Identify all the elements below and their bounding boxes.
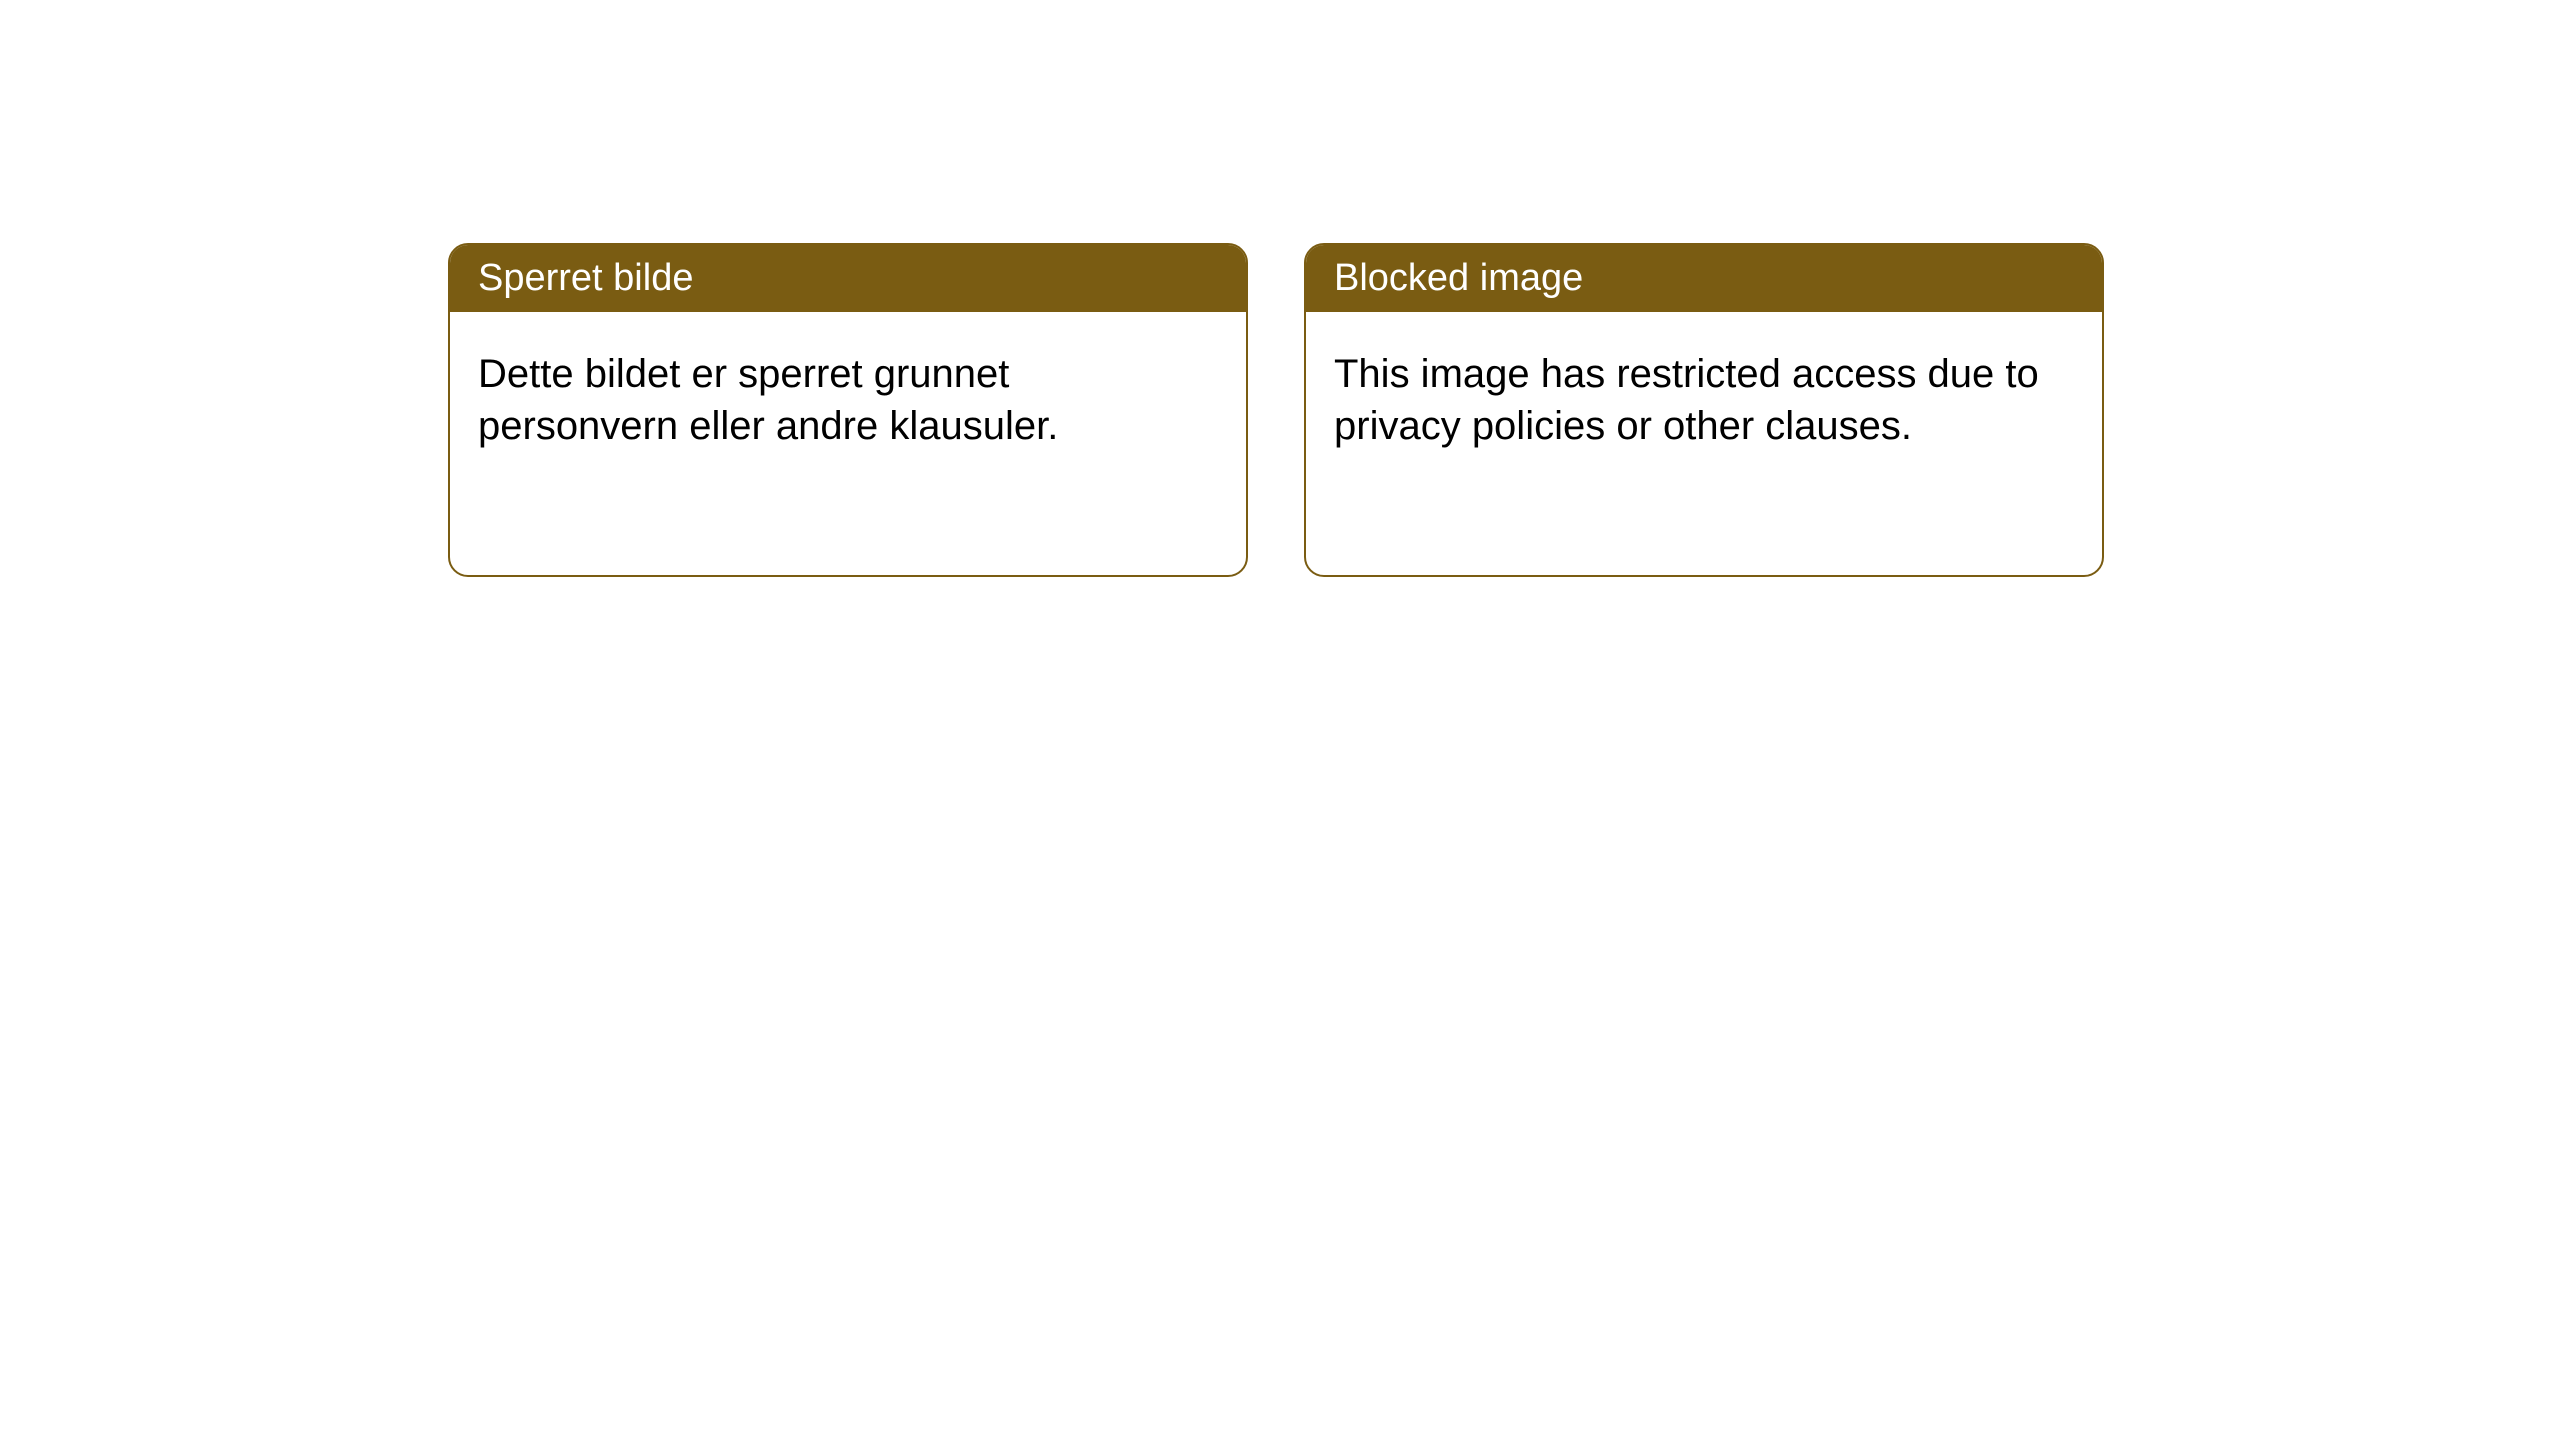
cards-container: Sperret bilde Dette bildet er sperret gr… bbox=[0, 0, 2560, 577]
card-text-norwegian: Dette bildet er sperret grunnet personve… bbox=[478, 352, 1058, 448]
card-norwegian: Sperret bilde Dette bildet er sperret gr… bbox=[448, 243, 1248, 577]
card-english: Blocked image This image has restricted … bbox=[1304, 243, 2104, 577]
card-header-english: Blocked image bbox=[1306, 245, 2102, 312]
card-text-english: This image has restricted access due to … bbox=[1334, 352, 2039, 448]
card-title-english: Blocked image bbox=[1334, 257, 1583, 299]
card-body-norwegian: Dette bildet er sperret grunnet personve… bbox=[450, 312, 1246, 488]
card-header-norwegian: Sperret bilde bbox=[450, 245, 1246, 312]
card-title-norwegian: Sperret bilde bbox=[478, 257, 693, 299]
card-body-english: This image has restricted access due to … bbox=[1306, 312, 2102, 488]
